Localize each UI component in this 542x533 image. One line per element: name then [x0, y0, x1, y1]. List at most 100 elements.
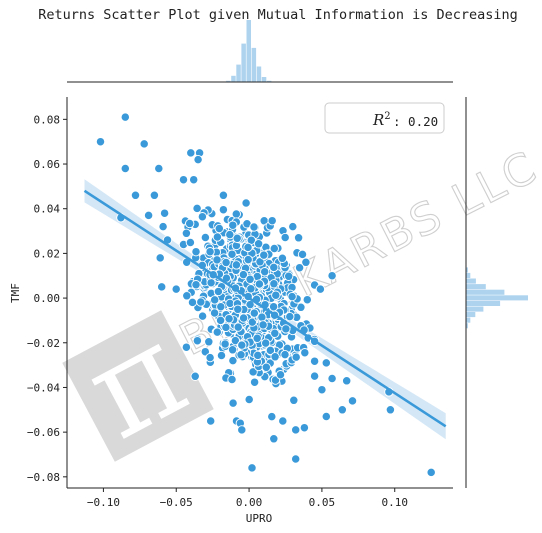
scatter-point [197, 212, 208, 222]
scatter-point [347, 396, 358, 406]
y-tick-label: −0.02 [27, 337, 60, 350]
scatter-point [200, 347, 210, 357]
scatter-point [149, 190, 160, 200]
scatter-point [197, 311, 208, 321]
x-tick-label: −0.10 [87, 496, 120, 509]
scatter-point [227, 374, 237, 385]
scatter-point [209, 308, 220, 318]
scatter-point [301, 257, 311, 267]
legend-r2-superscript: 2 [384, 111, 390, 122]
legend-r2-symbol: R [372, 111, 384, 129]
x-tick-label: −0.05 [160, 496, 193, 509]
scatter-point [294, 263, 305, 273]
scatter-point [216, 350, 227, 361]
chart-title: Returns Scatter Plot given Mutual Inform… [38, 7, 518, 23]
scatter-point [237, 425, 247, 435]
scatter-point [299, 423, 310, 433]
scatter-point [249, 308, 259, 318]
top-histogram-bar [266, 80, 272, 82]
scatter-point [265, 345, 276, 356]
scatter-point [236, 350, 246, 360]
scatter-point [233, 304, 243, 314]
x-tick-label: 0.10 [381, 496, 408, 509]
scatter-point [243, 254, 253, 265]
scatter-point [280, 232, 290, 243]
regression-line-layer [83, 189, 447, 428]
scatter-point [204, 337, 214, 347]
scatter-point [275, 370, 286, 380]
top-histogram-bar [231, 75, 236, 82]
scatter-point [321, 411, 331, 422]
right-histogram-bar [466, 306, 484, 312]
scatter-point [315, 284, 326, 294]
y-tick-label: −0.08 [27, 471, 60, 484]
scatter-point [191, 280, 201, 290]
scatter-point [215, 315, 226, 326]
scatter-point [259, 250, 269, 260]
top-histogram-bar [241, 43, 246, 82]
scatter-point [238, 313, 249, 323]
scatter-point [130, 190, 141, 200]
scatter-point [300, 348, 310, 358]
scatter-point [260, 267, 270, 277]
scatter-point [327, 271, 337, 281]
scatter-point [95, 137, 106, 147]
scatter-point [233, 322, 243, 332]
scatter-point [155, 253, 165, 263]
top-marginal-histogram [226, 20, 272, 82]
scatter-point [190, 371, 200, 381]
scatter-point [247, 463, 257, 473]
top-histogram-bar [246, 20, 251, 82]
scatter-point [269, 262, 279, 273]
y-axis-label: TMF [9, 283, 22, 303]
watermark-logo-box [62, 310, 214, 462]
scatter-point [297, 249, 308, 260]
scatter-point [277, 253, 288, 263]
scatter-point [181, 342, 192, 352]
scatter-point [120, 163, 130, 174]
scatter-point [185, 218, 195, 229]
scatter-point [224, 314, 234, 324]
scatter-point [253, 350, 263, 361]
scatter-point [192, 336, 203, 346]
scatter-point [257, 312, 267, 322]
scatter-point [218, 190, 229, 200]
scatter-point [249, 222, 259, 232]
scatter-point [218, 205, 229, 215]
scatter-point [246, 284, 256, 294]
scatter-point [271, 290, 281, 300]
scatter-point [327, 373, 337, 384]
scatter-point [317, 385, 327, 395]
top-histogram-bar [261, 77, 267, 82]
scatter-point [158, 221, 168, 232]
scatter-point [200, 232, 211, 243]
scatter-point [291, 352, 301, 362]
scatter-point [154, 163, 164, 174]
scatter-point [291, 425, 301, 435]
scatter-point [212, 327, 222, 337]
scatter-point [157, 282, 167, 292]
scatter-point [212, 255, 222, 265]
right-histogram-bar [466, 284, 486, 290]
y-tick-label: 0.08 [34, 113, 61, 126]
scatter-point [261, 362, 271, 372]
scatter-point [228, 220, 238, 230]
scatter-point [284, 271, 294, 281]
legend-box [324, 102, 445, 134]
right-histogram-bar [466, 312, 476, 318]
scatter-point [270, 352, 280, 362]
scatter-point [241, 198, 251, 208]
scatter-point [228, 355, 238, 366]
y-tick-label: 0.04 [34, 203, 61, 216]
scatter-point [227, 249, 237, 259]
scatter-point [192, 203, 202, 214]
scatter-point [191, 247, 201, 257]
scatter-point [285, 311, 295, 322]
scatter-point [269, 279, 279, 289]
right-histogram-bar [466, 300, 501, 306]
scatter-point [302, 295, 312, 305]
scatter-point [337, 405, 347, 415]
scatter-point [280, 349, 290, 360]
scatter-point [267, 216, 277, 226]
scatter-point [245, 274, 255, 284]
